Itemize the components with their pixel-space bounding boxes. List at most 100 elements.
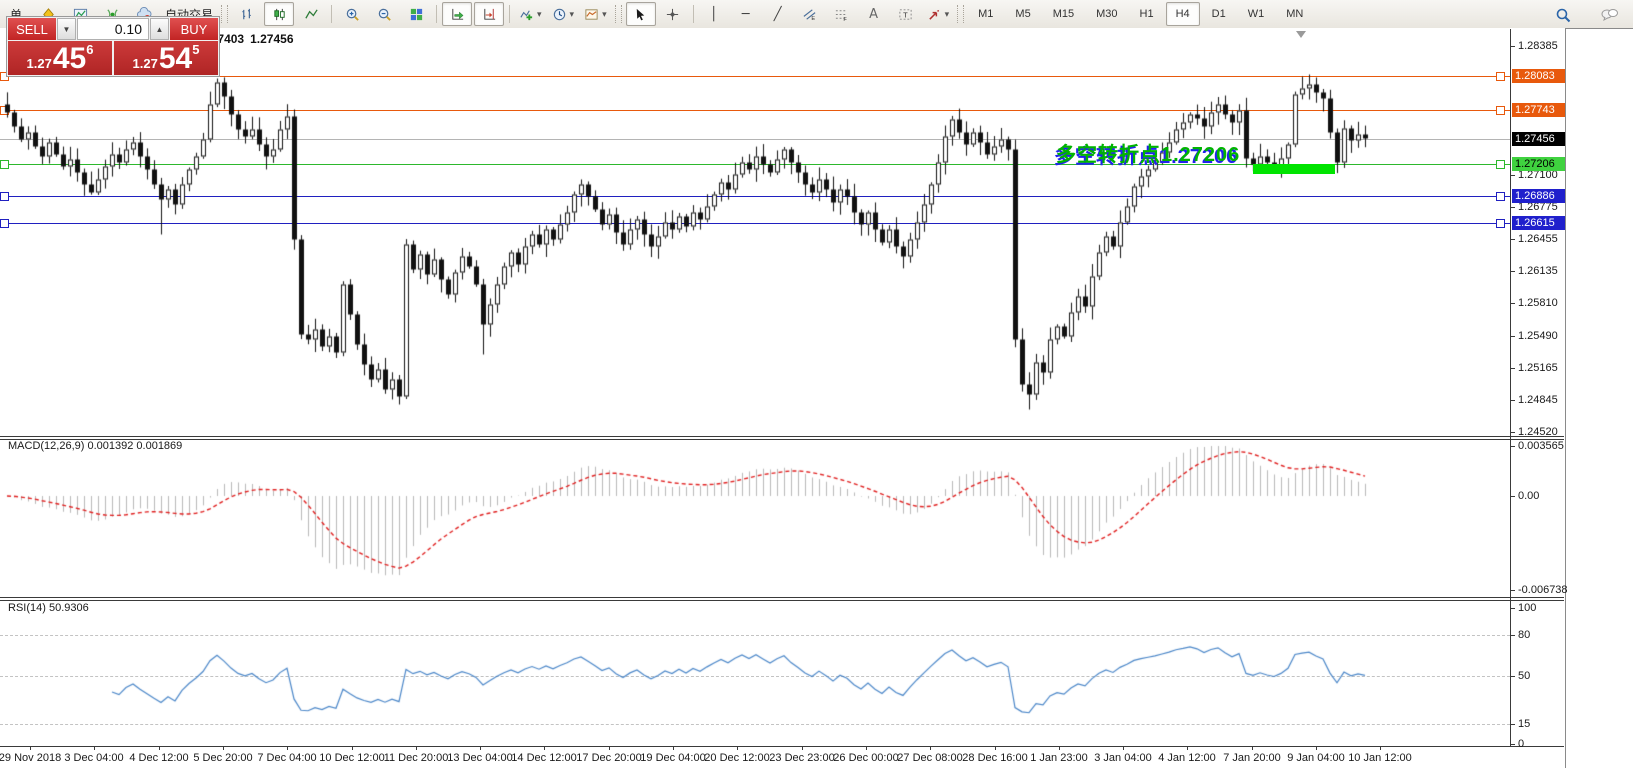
line-chart-icon: [304, 6, 319, 21]
price-chip-1.27743: 1.27743: [1512, 103, 1565, 117]
date-label: 14 Dec 12:00: [511, 752, 577, 764]
date-label: 9 Jan 04:00: [1287, 752, 1345, 764]
date-tick: [352, 746, 353, 750]
vertical-line-button[interactable]: │: [709, 6, 718, 22]
price-tick-1.26775: 1.26775: [1518, 201, 1558, 213]
date-label: 13 Dec 04:00: [447, 752, 513, 764]
axis-tick: [1510, 446, 1515, 447]
fibonacci-icon: F: [834, 6, 849, 22]
horizontal-line-button[interactable]: ─: [741, 6, 750, 22]
axis-tick: [1510, 207, 1515, 208]
indicators-icon: [519, 6, 534, 21]
line-chart-button[interactable]: [296, 2, 326, 26]
buy-price-prefix: 1.27: [132, 56, 158, 71]
text-label-button[interactable]: T: [891, 2, 921, 26]
dropdown-arrow-icon[interactable]: ▾: [569, 8, 575, 19]
templates-button[interactable]: ▾: [580, 2, 611, 26]
text-button[interactable]: A: [869, 6, 879, 22]
sell-button[interactable]: SELL: [8, 18, 56, 40]
auto-scroll-button[interactable]: [442, 2, 473, 26]
dropdown-arrow-icon[interactable]: ▾: [537, 8, 542, 19]
timeframe-d1-button[interactable]: D1: [1211, 8, 1226, 20]
date-tick: [995, 746, 996, 750]
search-button[interactable]: [1548, 3, 1578, 27]
ohlc-close: 1.27456: [250, 32, 294, 46]
timeframe-m1-button[interactable]: M1: [978, 8, 994, 20]
date-tick: [802, 746, 803, 750]
buy-button[interactable]: BUY: [170, 18, 218, 40]
cursor-button[interactable]: [625, 2, 656, 26]
fibonacci-button[interactable]: F: [827, 2, 857, 26]
timeframe-m30-button[interactable]: M30: [1096, 8, 1118, 20]
channel-icon: E: [802, 6, 817, 22]
price-chip-1.26886: 1.26886: [1512, 189, 1565, 203]
buy-price-pipette: 5: [192, 42, 200, 57]
date-label: 26 Dec 00:00: [833, 752, 899, 764]
timeframe-m5-button[interactable]: M5: [1015, 8, 1031, 20]
date-tick: [1316, 746, 1317, 750]
date-tick: [544, 746, 545, 750]
toolbar-separator: [331, 5, 333, 23]
axis-tick: [1510, 496, 1515, 497]
time-axis-line: [0, 746, 1564, 747]
date-tick: [673, 746, 674, 750]
date-label: 3 Jan 04:00: [1094, 752, 1152, 764]
timeframe-m15-button[interactable]: M15: [1052, 8, 1075, 20]
price-tick-1.25810: 1.25810: [1518, 297, 1558, 309]
timeframe-h1-button[interactable]: H1: [1139, 8, 1154, 20]
date-label: 5 Dec 20:00: [193, 752, 253, 764]
tile-windows-button[interactable]: [401, 2, 431, 26]
date-label: 23 Dec 23:00: [769, 752, 835, 764]
axis-tick: [1510, 239, 1515, 240]
sell-price-button[interactable]: 1.27 45 6: [8, 41, 112, 75]
arrows-button[interactable]: ▾: [923, 2, 954, 26]
chart-shift-icon: [482, 6, 497, 21]
price-chip-1.27456: 1.27456: [1512, 132, 1565, 146]
svg-text:F: F: [843, 17, 847, 22]
axis-tick: [1510, 676, 1515, 677]
timeframe-w1-button[interactable]: W1: [1247, 8, 1265, 20]
indicators-button[interactable]: ▾: [515, 2, 546, 26]
timeframe-mn-button[interactable]: MN: [1286, 8, 1304, 20]
dropdown-arrow-icon[interactable]: ▾: [602, 8, 607, 19]
bar-chart-button[interactable]: [232, 2, 262, 26]
zoom-in-button[interactable]: [337, 2, 367, 26]
crosshair-button[interactable]: [658, 2, 688, 26]
price-chart-canvas[interactable]: [0, 28, 1565, 746]
axis-tick: [1510, 368, 1515, 369]
date-label: 4 Jan 12:00: [1158, 752, 1216, 764]
date-tick: [1252, 746, 1253, 750]
chart-shift-button[interactable]: [474, 2, 505, 26]
axis-tick: [1510, 724, 1515, 725]
trend-line-button[interactable]: ╱: [773, 6, 782, 22]
price-chip-1.26615: 1.26615: [1512, 216, 1565, 230]
price-tick-1.24845: 1.24845: [1518, 394, 1558, 406]
highlight-bar[interactable]: [1253, 164, 1335, 174]
channel-button[interactable]: E: [795, 2, 825, 26]
rsi-indicator-label: RSI(14) 50.9306: [8, 602, 89, 614]
axis-tick: [1510, 336, 1515, 337]
zoom-out-button[interactable]: [369, 2, 399, 26]
toolbar-separator: [692, 5, 694, 23]
tile-windows-icon: [409, 6, 424, 21]
chat-button[interactable]: [1594, 3, 1624, 27]
chart-shift-marker-icon[interactable]: [1296, 31, 1306, 38]
volume-increase-button[interactable]: ▲: [150, 18, 169, 40]
candlestick-chart-button[interactable]: [264, 2, 295, 26]
toolbar-right-group: [1547, 3, 1625, 27]
reversal-point-annotation[interactable]: 多空转折点1.27206: [1056, 144, 1241, 166]
date-tick: [609, 746, 610, 750]
macd-tick-0.00: 0.00: [1518, 490, 1540, 502]
axis-tick: [1510, 271, 1515, 272]
buy-price-button[interactable]: 1.27 54 5: [114, 41, 218, 75]
dropdown-arrow-icon[interactable]: ▾: [944, 8, 950, 19]
arrows-icon: [927, 6, 942, 21]
periods-button[interactable]: ▾: [548, 2, 579, 26]
date-tick: [94, 746, 95, 750]
date-label: 10 Jan 12:00: [1348, 752, 1412, 764]
volume-decrease-button[interactable]: ▼: [57, 18, 76, 40]
volume-input[interactable]: 0.10: [77, 18, 149, 40]
axis-tick: [1510, 175, 1515, 176]
timeframe-h4-button[interactable]: H4: [1165, 2, 1200, 26]
